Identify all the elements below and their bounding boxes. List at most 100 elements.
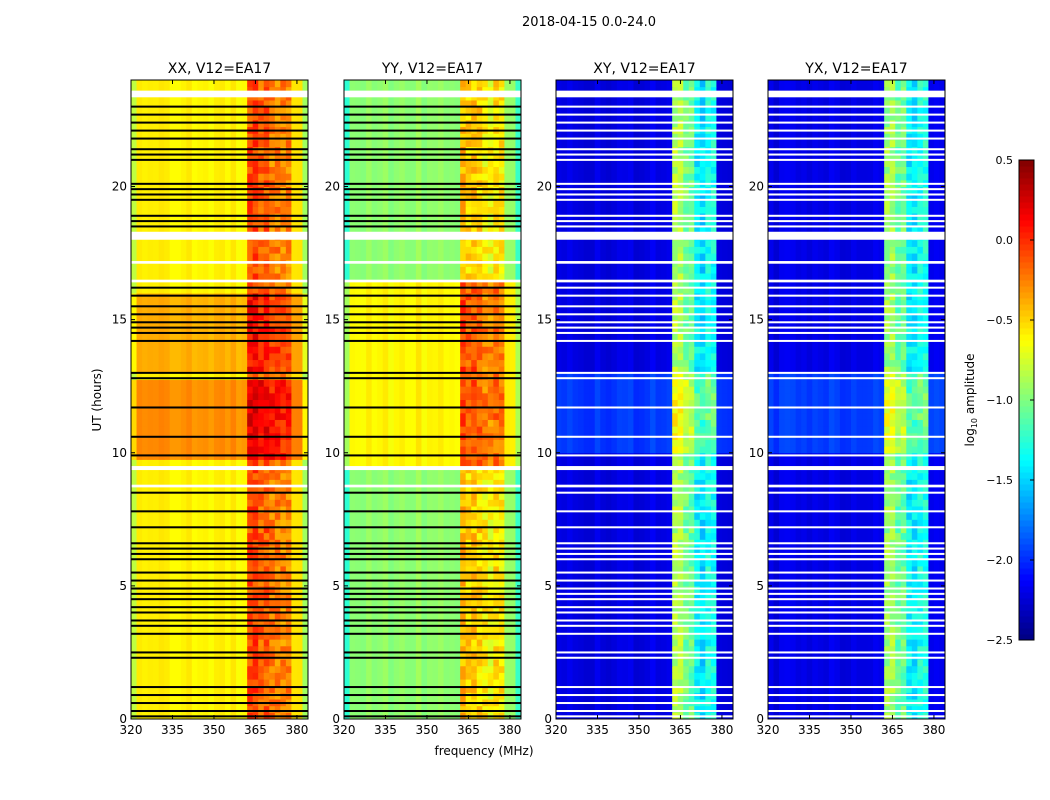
heatmap-cell [274, 159, 281, 168]
heatmap-cell [175, 226, 182, 234]
heatmap-cell [482, 472, 489, 480]
heatmap-cell [252, 199, 259, 207]
heatmap-cell [382, 605, 389, 613]
heatmap-cell [269, 705, 276, 713]
heatmap-cell [263, 599, 270, 607]
heatmap-cell [421, 399, 428, 407]
heatmap-cell [377, 559, 384, 567]
heatmap-cell [349, 632, 356, 640]
heatmap-cell [247, 532, 254, 540]
heatmap-cell [426, 392, 433, 400]
heatmap-cell [349, 479, 356, 487]
heatmap-cell [360, 459, 367, 467]
heatmap-cell [465, 665, 472, 673]
heatmap-cell [465, 659, 472, 667]
heatmap-cell [197, 579, 204, 587]
heatmap-cell [236, 239, 243, 247]
heatmap-cell [186, 366, 193, 374]
heatmap-cell [285, 532, 292, 540]
heatmap-cell [504, 446, 511, 454]
heatmap-cell [158, 352, 165, 361]
heatmap-cell [147, 572, 154, 580]
heatmap-cell [142, 665, 149, 673]
heatmap-cell [241, 439, 248, 447]
heatmap-cell [208, 679, 215, 687]
heatmap-cell [186, 426, 193, 434]
heatmap-cell [219, 379, 226, 387]
x-tick-label: 335 [161, 723, 184, 737]
heatmap-cell [349, 685, 356, 693]
heatmap-cell [169, 625, 176, 633]
heatmap-cell [393, 579, 400, 587]
heatmap-cell [202, 406, 209, 414]
heatmap-cell [142, 419, 149, 427]
heatmap-cell [263, 459, 270, 467]
heatmap-cell [247, 279, 254, 287]
heatmap-cell [258, 226, 265, 234]
heatmap-cell [291, 253, 298, 261]
heatmap-cell [487, 472, 494, 480]
heatmap-cell [169, 619, 176, 627]
heatmap-cell [285, 652, 292, 660]
heatmap-cell [360, 439, 367, 447]
heatmap-cell [493, 519, 500, 527]
heatmap-cell [360, 366, 367, 374]
heatmap-cell [366, 399, 373, 407]
heatmap-cell [197, 386, 204, 394]
heatmap-cell [213, 199, 220, 207]
heatmap-cell [258, 386, 265, 394]
heatmap-cell [493, 492, 500, 500]
heatmap-cell [247, 346, 254, 354]
heatmap-cell [202, 339, 209, 347]
heatmap-cell [280, 419, 287, 427]
heatmap-cell [213, 592, 220, 600]
heatmap-cell [515, 359, 522, 367]
heatmap-cell [388, 499, 395, 507]
heatmap-cell [236, 246, 243, 254]
heatmap-cell [291, 193, 298, 201]
heatmap-cell [197, 672, 204, 680]
heatmap-cell [247, 399, 254, 407]
heatmap-cell [291, 399, 298, 407]
heatmap-cell [291, 439, 298, 447]
heatmap-cell [355, 472, 362, 480]
heatmap-cell [219, 639, 226, 647]
heatmap-cell [410, 645, 417, 653]
heatmap-cell [230, 273, 237, 281]
data-gap [131, 90, 308, 98]
heatmap-cell [269, 279, 276, 287]
heatmap-cell [136, 219, 143, 227]
flag-line [131, 113, 308, 116]
heatmap-cell [241, 372, 248, 381]
heatmap-cell [230, 439, 237, 447]
heatmap-cell [236, 399, 243, 407]
heatmap-cell [131, 306, 138, 314]
heatmap-cell [219, 599, 226, 607]
heatmap-cell [213, 645, 220, 653]
heatmap-cell [142, 559, 149, 567]
heatmap-cell [225, 166, 232, 174]
heatmap-cell [498, 632, 505, 640]
heatmap-cell [460, 426, 467, 434]
heatmap-cell [236, 419, 243, 427]
heatmap-cell [136, 419, 143, 427]
heatmap-cell [476, 632, 483, 640]
heatmap-cell [186, 332, 193, 341]
heatmap-cell [280, 665, 287, 673]
heatmap-cell [454, 372, 461, 381]
heatmap-cell [230, 379, 237, 387]
heatmap-cell [269, 665, 276, 673]
heatmap-cell [197, 372, 204, 381]
heatmap-cell [263, 299, 270, 307]
heatmap-cell [487, 679, 494, 687]
heatmap-cell [219, 153, 226, 161]
heatmap-cell [393, 565, 400, 574]
heatmap-cell [180, 612, 187, 620]
heatmap-cell [366, 459, 373, 467]
heatmap-cell [302, 199, 309, 207]
heatmap-cell [482, 486, 489, 494]
heatmap-cell [432, 525, 439, 534]
heatmap-cell [280, 199, 287, 207]
heatmap-cell [241, 519, 248, 527]
heatmap-cell [169, 166, 176, 174]
